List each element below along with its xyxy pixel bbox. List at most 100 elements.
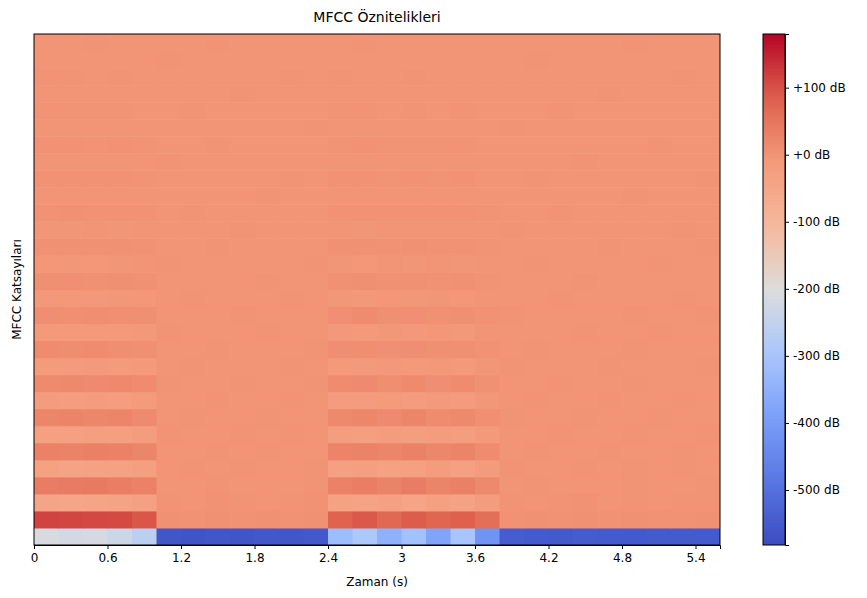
cell [500,290,525,308]
cell [647,68,672,86]
cell [500,358,525,376]
cell [573,443,598,461]
cell [696,494,721,512]
cell [59,85,84,103]
cell [377,341,402,359]
cell [157,51,182,69]
cell [671,443,696,461]
cell [108,187,133,205]
cell [34,358,59,376]
cell [328,102,353,120]
cell [475,238,500,256]
x-tick: 3 [398,545,406,565]
cell [181,511,206,529]
cell [549,392,574,410]
cell [328,324,353,342]
cell [377,119,402,137]
cell [328,290,353,308]
cell [573,119,598,137]
cell [181,477,206,495]
cell [696,290,721,308]
cell [353,392,378,410]
cell [132,102,157,120]
cell [671,375,696,393]
cell [524,494,549,512]
cell [255,392,280,410]
cell [34,272,59,290]
cell [475,204,500,222]
cell [671,494,696,512]
cell [696,358,721,376]
cell [181,443,206,461]
cell [83,221,108,239]
cell [573,255,598,273]
cell [304,290,329,308]
cell [671,68,696,86]
cell [83,85,108,103]
cell [181,392,206,410]
cell [328,187,353,205]
cell [304,477,329,495]
colorbar-tick: -400 dB [785,416,840,430]
cell [377,307,402,325]
cell [255,204,280,222]
cell [451,477,476,495]
cell [671,238,696,256]
cell [255,358,280,376]
cell [622,85,647,103]
cell [132,136,157,154]
cell [696,409,721,427]
cell [598,392,623,410]
cell [524,426,549,444]
cell [475,153,500,171]
cell [230,34,255,52]
cell [598,153,623,171]
cell [328,51,353,69]
cell [524,51,549,69]
cell [328,238,353,256]
cell [671,51,696,69]
x-tick-label: 5.4 [686,551,705,565]
cell [230,426,255,444]
cell [230,341,255,359]
cell [451,358,476,376]
cell [671,324,696,342]
cell [377,392,402,410]
cell [696,51,721,69]
cell [377,102,402,120]
cell [279,375,304,393]
cell [157,341,182,359]
cell [549,290,574,308]
cell [108,307,133,325]
cell [475,460,500,478]
cell [353,511,378,529]
cell [279,170,304,188]
cell [598,238,623,256]
cell [622,426,647,444]
cell [157,204,182,222]
cell [230,136,255,154]
cell [279,324,304,342]
cell [451,119,476,137]
cell [181,324,206,342]
cell [622,187,647,205]
cell [402,494,427,512]
cell [696,511,721,529]
cell [622,204,647,222]
cell [475,341,500,359]
cell [279,187,304,205]
cell [377,255,402,273]
cell [524,170,549,188]
cell [671,34,696,52]
cell [59,238,84,256]
cell [230,409,255,427]
cell [83,34,108,52]
cell [671,153,696,171]
cell [132,119,157,137]
cell [524,136,549,154]
cell [230,511,255,529]
cell [696,136,721,154]
cell [255,238,280,256]
cell [500,170,525,188]
cell [377,494,402,512]
